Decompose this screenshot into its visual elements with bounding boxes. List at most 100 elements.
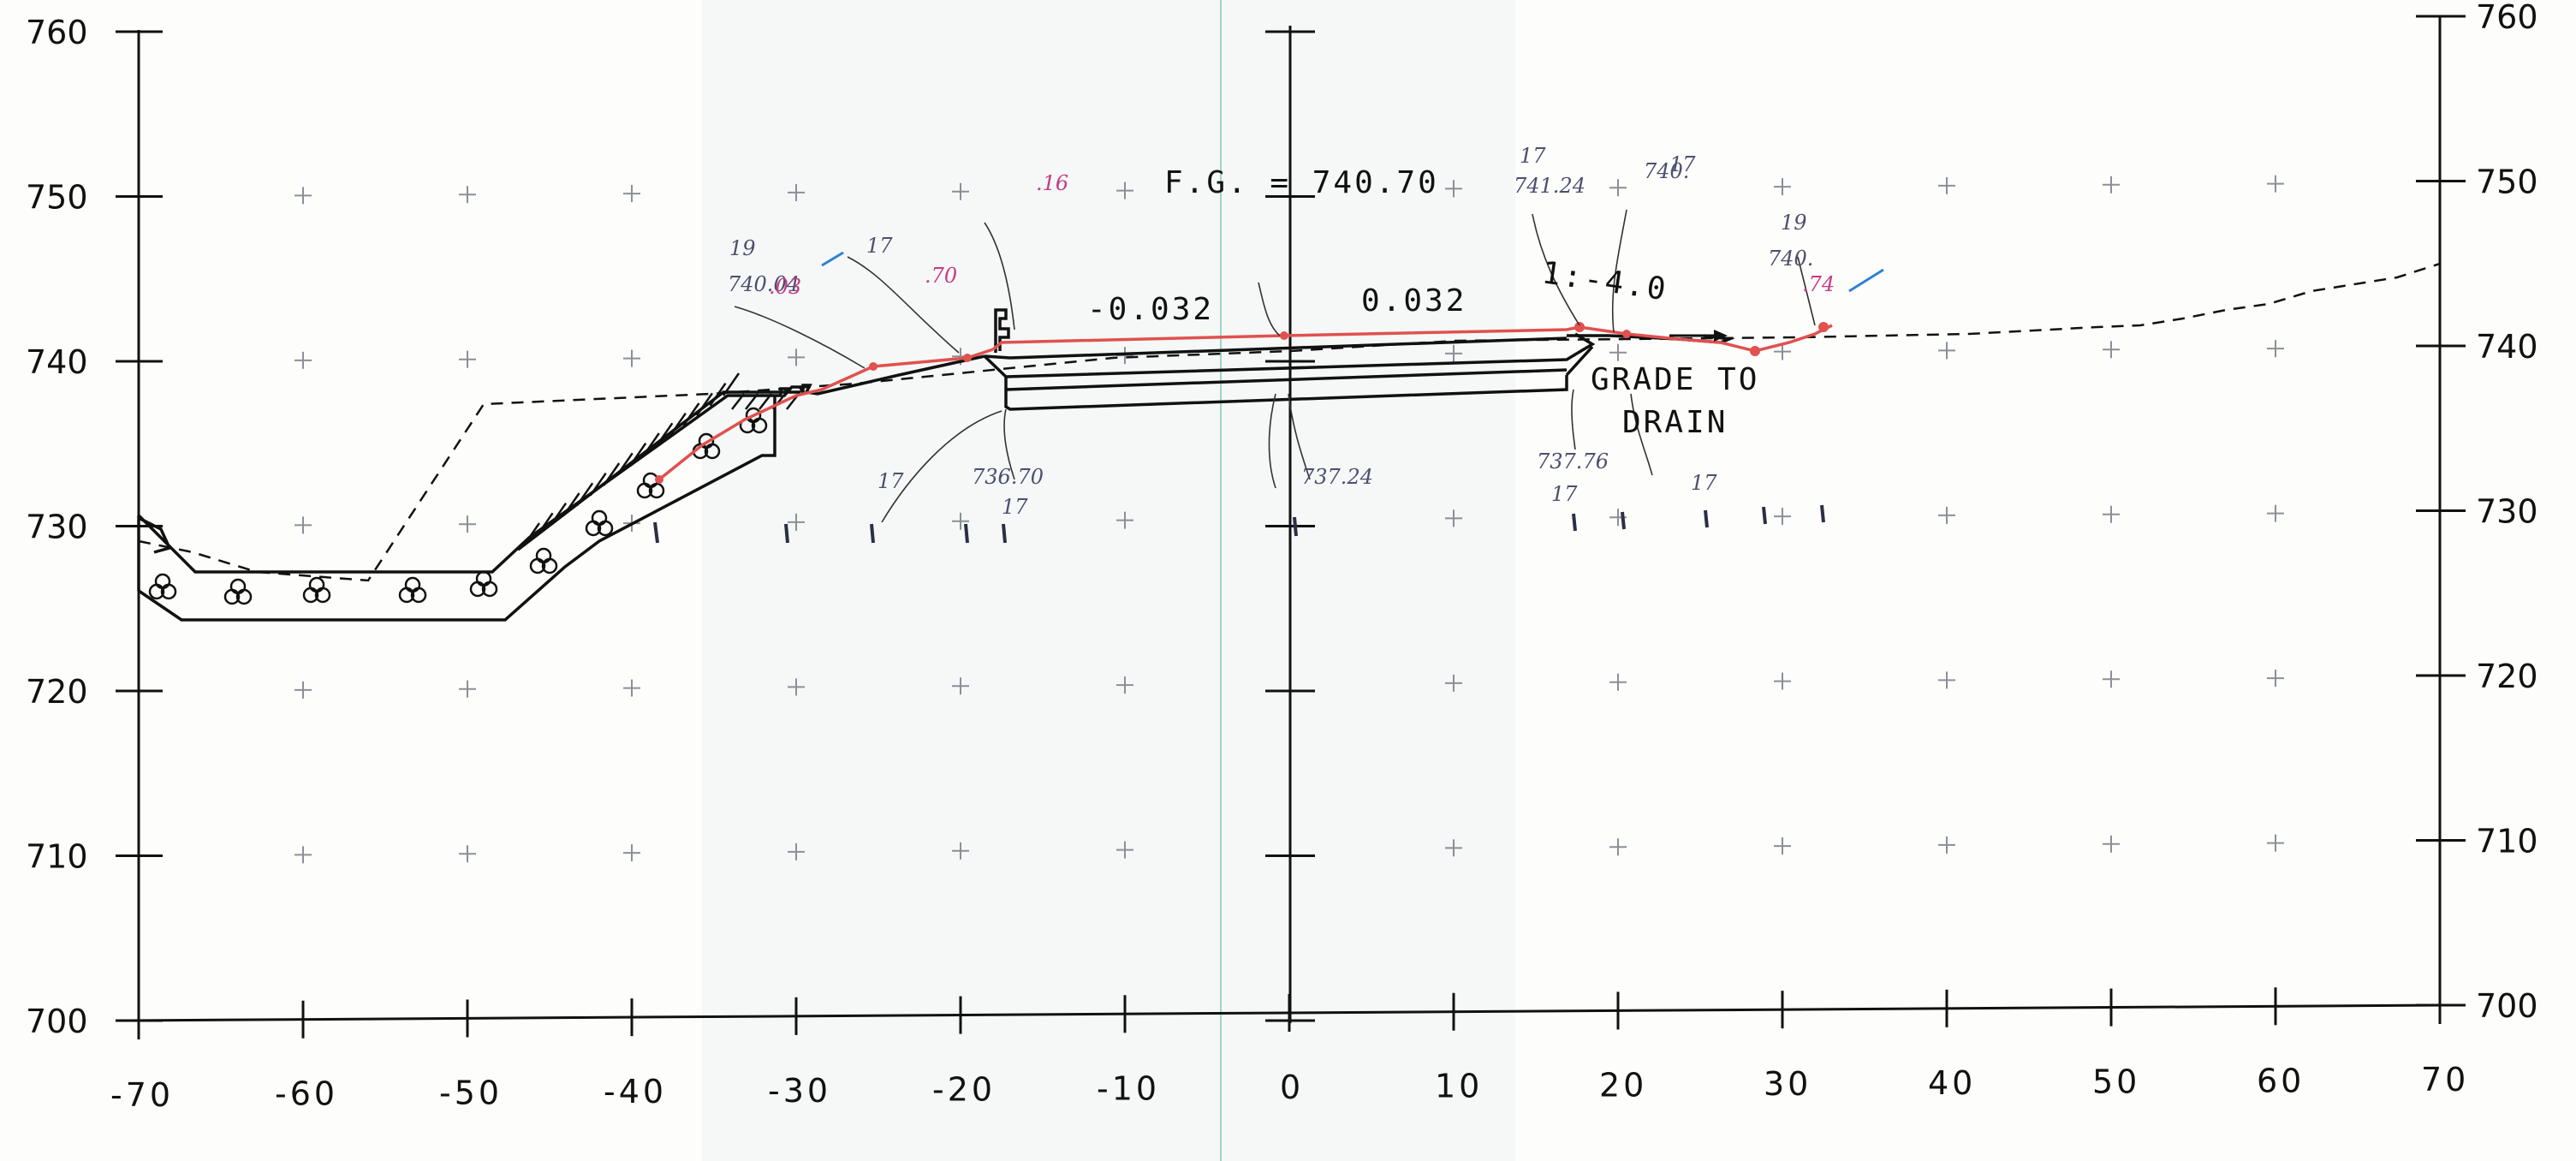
y-labels-left: 760 750 740 730 720 710 700	[26, 14, 88, 1040]
riprap-stone	[585, 509, 614, 537]
hatch-mark	[536, 512, 554, 537]
note-1-value: 740.04	[728, 272, 800, 296]
y-tick-label-left: 710	[26, 838, 88, 876]
x-tick-label: -20	[932, 1071, 996, 1109]
stone-circle	[745, 407, 762, 424]
note-5-numerator: 17	[1669, 152, 1696, 176]
cross-slope-left: -0.032	[1087, 292, 1214, 327]
hatch-mark	[522, 522, 541, 546]
x-tick-label: -40	[604, 1073, 667, 1110]
note-8-numerator: 17	[878, 469, 904, 493]
x-tick-label: -70	[110, 1076, 174, 1114]
y-tick-label-left: 720	[26, 673, 88, 711]
base-axis	[128, 1003, 2441, 1022]
survey-stakes	[653, 504, 1825, 544]
cross-slope-right: 0.032	[1361, 283, 1466, 319]
flow-arrow	[1669, 330, 1728, 342]
note-11-numerator: 17	[1691, 471, 1717, 495]
hatch-mark	[603, 462, 621, 486]
hatch-mark	[731, 393, 745, 410]
note-6-tick	[1848, 268, 1884, 293]
note-6-correction: .74	[1802, 272, 1835, 296]
handwritten-notes: 19 740.04 .03 17 .70 .16 17 741.24 17 74…	[728, 144, 1884, 519]
riprap-stone	[469, 570, 498, 598]
hatch-mark	[709, 382, 727, 407]
x-ticks	[137, 986, 2442, 1039]
y-tick-label-right: 760	[2476, 0, 2538, 36]
y-labels-right: 760 750 740 730 720 710 700	[2476, 0, 2538, 1025]
note-6-value: 740.	[1768, 247, 1813, 271]
paper-tint-band	[702, 0, 1515, 1161]
hatch-mark	[589, 472, 607, 497]
y-tick-label-left: 760	[26, 14, 88, 51]
stone-circle	[591, 509, 608, 527]
finished-grade-label: F.G. = 740.70	[1164, 165, 1439, 200]
note-10-value: 737.76	[1537, 450, 1609, 473]
note-1-correction: .03	[769, 275, 801, 299]
stone-circle	[698, 432, 715, 450]
note-2-numerator: 17	[866, 234, 893, 258]
note-4-numerator: 17	[1520, 144, 1546, 168]
riprap-stone	[529, 547, 558, 575]
hatch-mark	[550, 502, 568, 527]
y-tick-label-right: 710	[2476, 823, 2538, 860]
existing-ground-line	[138, 262, 2441, 582]
stone-circle	[229, 578, 247, 595]
x-tick-label: 0	[1280, 1069, 1304, 1106]
x-tick-label: 30	[1764, 1065, 1812, 1103]
note-1-numerator: 19	[729, 236, 756, 260]
hatch-mark	[695, 392, 713, 417]
x-tick-label: 10	[1435, 1068, 1483, 1105]
side-slope-ratio: 1:-4.0	[1540, 255, 1670, 307]
y-tick-label-right: 730	[2476, 493, 2538, 531]
x-tick-label: 40	[1928, 1064, 1976, 1102]
x-tick-label: 20	[1599, 1066, 1647, 1104]
x-tick-label: 60	[2257, 1062, 2305, 1099]
x-tick-label: -10	[1097, 1069, 1160, 1107]
x-tick-label: 70	[2421, 1061, 2469, 1098]
grade-to-drain-line2: DRAIN	[1622, 405, 1728, 440]
note-7-value: 736.70	[972, 465, 1044, 489]
note-10-denominator: 17	[1551, 482, 1578, 506]
hatch-mark	[562, 492, 580, 516]
y-tick-label-left: 750	[26, 179, 88, 217]
x-tick-label: -30	[768, 1072, 831, 1110]
note-7-denominator: 17	[1002, 495, 1028, 519]
y-tick-label-left: 730	[26, 509, 88, 546]
note-5-value: 740.	[1644, 159, 1689, 183]
riprap-stone	[223, 578, 253, 605]
hatch-mark	[722, 372, 741, 396]
stone-circle	[535, 547, 552, 564]
hatch-mark	[642, 432, 660, 456]
x-tick-label: -60	[275, 1075, 338, 1113]
riprap-stone	[148, 573, 177, 600]
y-tick-label-right: 700	[2476, 987, 2538, 1025]
riprap-stone	[302, 576, 331, 604]
hatch-mark	[576, 482, 594, 507]
y-tick-label-left: 700	[26, 1003, 88, 1040]
riprap-stone	[398, 576, 427, 604]
x-labels: -70 -60 -50 -40 -30 -20 -10 0 10 20 30 40 50 60 70	[110, 1061, 2469, 1114]
hatch-mark	[759, 393, 772, 410]
stone-circle	[154, 573, 171, 590]
hatch-mark	[616, 452, 634, 477]
stone-circle	[308, 576, 325, 593]
riprap-stone	[692, 432, 721, 460]
x-tick-label: 50	[2092, 1063, 2140, 1101]
slope-protection-hatching	[522, 372, 800, 546]
stone-circle	[404, 576, 421, 593]
note-1-tick	[821, 251, 844, 267]
y-tick-label-left: 740	[26, 343, 88, 381]
field-markup-red	[655, 322, 1833, 484]
note-3-correction: .16	[1036, 171, 1068, 195]
leader-lines	[734, 209, 1816, 523]
y-tick-label-right: 740	[2476, 328, 2538, 366]
stone-circle	[475, 570, 492, 587]
pavement-section	[983, 308, 1735, 411]
grade-to-drain-line1: GRADE TO	[1591, 362, 1759, 397]
x-tick-label: -50	[439, 1074, 503, 1111]
hatch-mark	[656, 422, 674, 447]
note-6-numerator: 19	[1781, 211, 1807, 235]
note-9-value: 737.24	[1301, 465, 1373, 489]
